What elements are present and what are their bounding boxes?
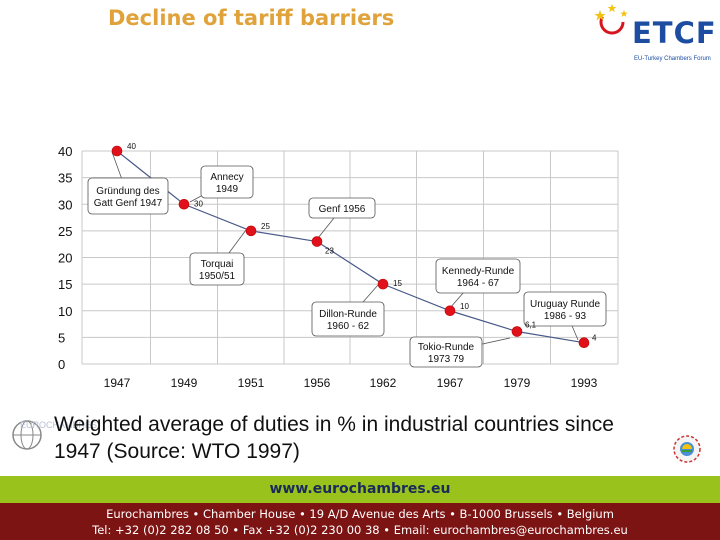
- data-label: 15: [393, 279, 402, 288]
- footer-url-link[interactable]: www.eurochambres.eu: [269, 481, 451, 497]
- callout-label: 1960 - 62: [327, 321, 370, 332]
- x-tick-label: 1979: [504, 376, 531, 390]
- data-point: [444, 305, 456, 317]
- footer-address: Eurochambres • Chamber House • 19 A/D Av…: [106, 507, 614, 521]
- data-point: [245, 225, 257, 237]
- data-label: 30: [194, 199, 203, 208]
- series-line: [116, 150, 585, 344]
- callout-label: 1964 - 67: [457, 278, 500, 289]
- y-tick-label: 20: [58, 251, 72, 266]
- y-tick-label: 35: [58, 171, 72, 186]
- data-label: 10: [460, 302, 469, 311]
- callout-label: 1973 79: [428, 354, 465, 365]
- logo-subtitle: EU-Turkey Chambers Forum: [634, 56, 711, 62]
- chamber-seal-icon: [673, 435, 701, 463]
- tariff-chart: 0 5 10 15 20 25 30 35 40 1947 1949 1951 1956 1962 1967…: [58, 142, 619, 390]
- callout-label: Annecy: [210, 172, 243, 183]
- callout-label: Genf 1956: [319, 204, 366, 215]
- y-tick-label: 25: [58, 224, 72, 239]
- callout-box: [311, 301, 385, 337]
- data-label: 6,1: [525, 321, 537, 330]
- callout-label: Gründung des: [96, 186, 159, 197]
- x-tick-label: 1951: [238, 376, 265, 390]
- data-point: [578, 337, 590, 348]
- data-point: [511, 326, 523, 337]
- callout-label: Torquai: [201, 259, 234, 270]
- callout-box: [189, 252, 245, 286]
- y-tick-label: 5: [58, 330, 65, 345]
- callout-box: [523, 291, 607, 327]
- callout-label: 1950/51: [199, 271, 236, 282]
- y-tick-label: 15: [58, 277, 72, 292]
- data-point: [111, 145, 123, 157]
- data-point: [178, 198, 190, 210]
- callout-label: 1949: [216, 184, 239, 195]
- y-tick-label: 0: [58, 357, 65, 372]
- watermark-text: EUROCHAMBRES: [20, 420, 98, 430]
- x-tick-label: 1967: [437, 376, 464, 390]
- x-tick-label: 1962: [370, 376, 397, 390]
- data-label: 25: [261, 222, 270, 231]
- y-tick-label: 10: [58, 304, 72, 319]
- data-point: [377, 278, 389, 290]
- x-tick-label: 1956: [304, 376, 331, 390]
- callout-label: Kennedy-Runde: [442, 266, 515, 277]
- callout-label: Tokio-Runde: [418, 342, 475, 353]
- data-point: [311, 236, 323, 247]
- footer-url-bar: www.eurochambres.eu: [0, 476, 720, 503]
- slide-title: Decline of tariff barriers: [108, 6, 395, 30]
- etcf-logo: ETCF EU-Turkey Chambers Forum: [592, 2, 718, 68]
- x-tick-label: 1947: [104, 376, 131, 390]
- data-label: 4: [592, 334, 597, 343]
- chart-caption: Weighted average of duties in % in indus…: [54, 413, 614, 463]
- logo-text: ETCF: [632, 16, 717, 50]
- data-label: 40: [127, 142, 136, 151]
- callout-box: [435, 258, 521, 294]
- callout-label: Gatt Genf 1947: [94, 198, 163, 209]
- callout-label: Dillon-Runde: [319, 309, 377, 320]
- data-label: 23: [325, 247, 334, 256]
- y-tick-label: 30: [58, 197, 72, 212]
- stars-emblem-icon: [594, 4, 628, 35]
- callout-label: Uruguay Runde: [530, 299, 600, 310]
- callout-label: 1986 - 93: [544, 311, 587, 322]
- y-tick-label: 40: [58, 144, 72, 159]
- footer-contact-bar: Eurochambres • Chamber House • 19 A/D Av…: [0, 503, 720, 540]
- callout-box: [200, 165, 254, 199]
- footer-contact: Tel: +32 (0)2 282 08 50 • Fax +32 (0)2 2…: [92, 523, 628, 537]
- x-tick-label: 1949: [171, 376, 198, 390]
- globe-icon: [12, 420, 42, 450]
- callout-box: [87, 177, 169, 215]
- callout-box: [409, 336, 483, 368]
- callout-box: [308, 197, 376, 219]
- x-tick-label: 1993: [571, 376, 598, 390]
